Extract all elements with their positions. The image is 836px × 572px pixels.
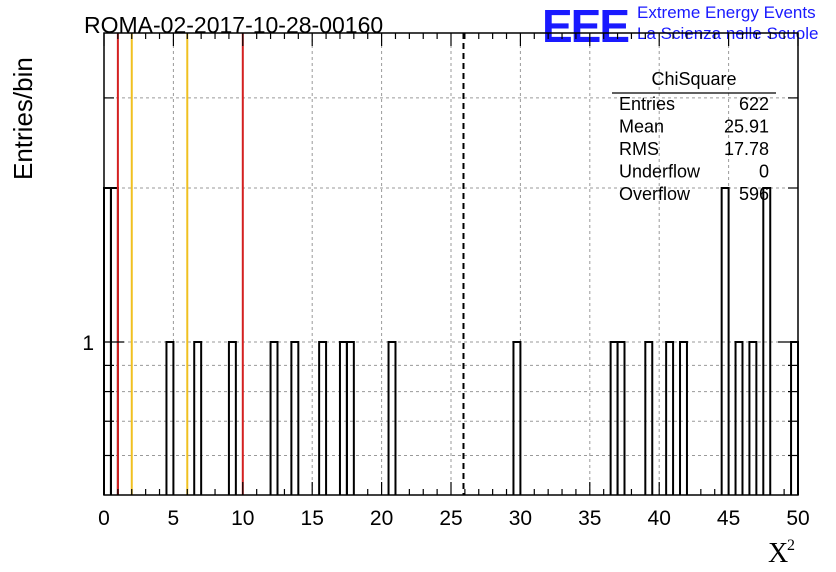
grid-lines — [104, 33, 798, 495]
x-tick-label: 10 — [231, 507, 254, 530]
histogram-bar — [193, 341, 203, 495]
y-axis-ticks: 1 — [82, 97, 798, 457]
histogram-bar — [269, 341, 279, 495]
x-tick-label: 25 — [439, 507, 462, 530]
histogram-bar — [679, 341, 688, 495]
y-tick-label: 1 — [82, 332, 94, 355]
chart-title: ROMA-02-2017-10-28-00160 — [84, 12, 383, 38]
x-tick-label: 0 — [98, 507, 110, 530]
stats-label: Entries — [619, 94, 675, 114]
reference-lines — [116, 33, 465, 495]
stats-box: ChiSquare Entries 622 Mean 25.91 RMS 17.78 Und… — [612, 69, 776, 204]
x-axis-label-symbol: X — [768, 538, 788, 569]
histogram-bar — [616, 341, 626, 495]
histogram-bar — [318, 341, 328, 495]
stats-rows: Entries 622 Mean 25.91 RMS 17.78 Underflow 0 Ove… — [619, 94, 769, 204]
histogram-bar — [165, 341, 175, 495]
stats-value: 0 — [759, 162, 769, 182]
stats-value: 17.78 — [724, 139, 769, 159]
x-axis-label-superscript: 2 — [787, 537, 795, 554]
histogram-bar — [290, 341, 300, 495]
stats-label: Underflow — [619, 162, 701, 182]
histogram-bar — [512, 341, 522, 495]
histogram-bar — [665, 341, 675, 495]
stats-value: 25.91 — [724, 117, 769, 137]
x-tick-label: 5 — [168, 507, 180, 530]
x-tick-label: 45 — [717, 507, 740, 530]
stats-title: ChiSquare — [651, 69, 736, 89]
stats-value: 596 — [739, 184, 769, 204]
x-tick-label: 20 — [370, 507, 393, 530]
y-axis-label: Entries/bin — [8, 57, 38, 180]
eee-logo-line1: Extreme Energy Events — [637, 3, 816, 22]
x-tick-label: 35 — [578, 507, 601, 530]
stats-label: Overflow — [619, 184, 691, 204]
histogram-bar — [227, 341, 237, 495]
x-axis-ticks: 0 5 10 15 20 25 30 35 40 45 50 — [98, 33, 810, 530]
x-tick-label: 50 — [786, 507, 809, 530]
histogram-bar — [387, 341, 397, 495]
stats-value: 622 — [739, 94, 769, 114]
histogram-bar — [644, 341, 654, 495]
x-tick-label: 15 — [301, 507, 324, 530]
histogram-bar — [345, 341, 355, 495]
histogram-bar — [748, 341, 758, 495]
eee-logo-mark: EEE — [542, 0, 628, 52]
stats-label: Mean — [619, 117, 664, 137]
stats-label: RMS — [619, 139, 659, 159]
histogram-bar — [720, 187, 730, 495]
x-tick-label: 40 — [648, 507, 671, 530]
histogram-bar — [762, 187, 772, 495]
histogram-bar — [734, 341, 744, 495]
x-axis-label: X 2 — [768, 537, 795, 569]
eee-logo: EEE Extreme Energy Events La Scienza nel… — [542, 0, 818, 52]
x-tick-label: 30 — [509, 507, 532, 530]
